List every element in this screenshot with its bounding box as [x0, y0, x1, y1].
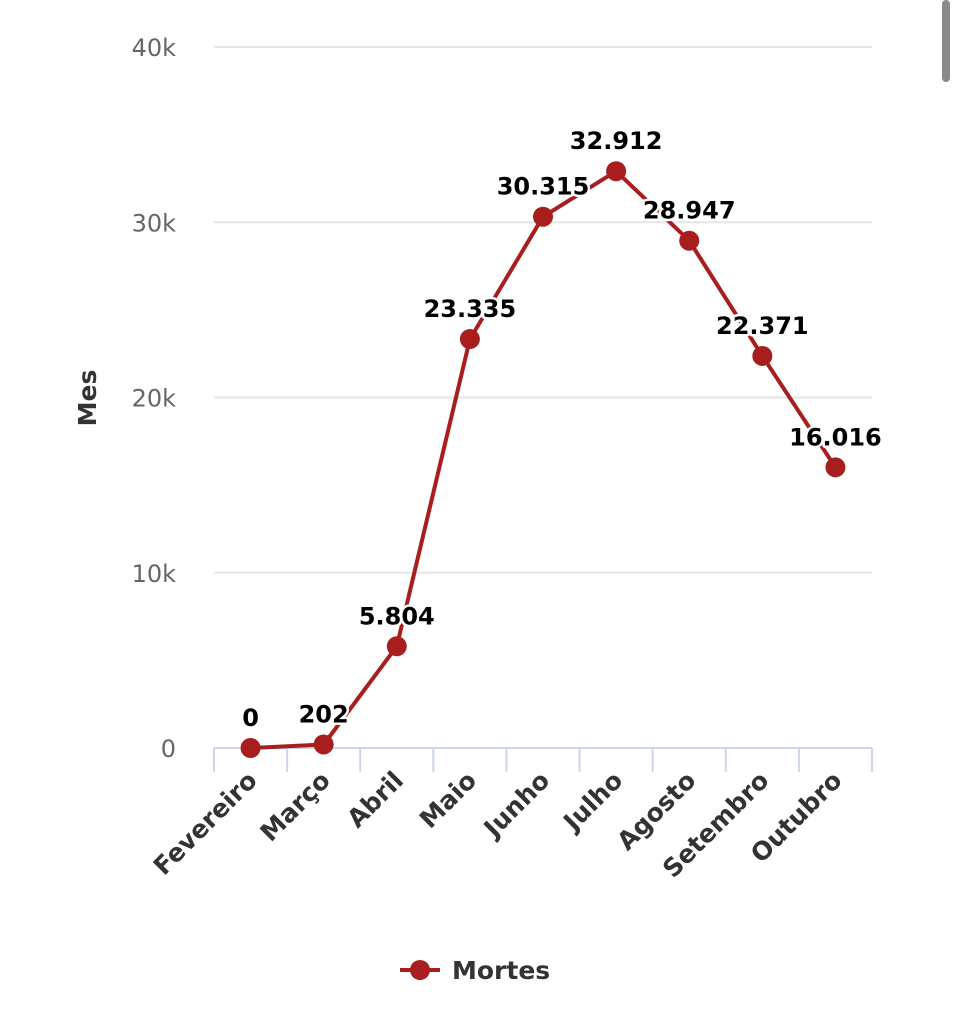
data-point[interactable]: [825, 457, 846, 478]
data-label: 32.912: [570, 127, 663, 155]
data-label: 5.804: [359, 602, 435, 630]
legend-label-mortes: Mortes: [452, 956, 550, 985]
scrollbar-thumb[interactable]: [942, 0, 950, 82]
x-tick-label: Julho: [556, 766, 628, 838]
grid-lines: [214, 46, 872, 574]
series-line-mortes: [248, 169, 838, 750]
data-point[interactable]: [606, 161, 627, 182]
data-label: 23.335: [424, 295, 517, 323]
data-label: 16.016: [789, 423, 882, 451]
data-point[interactable]: [752, 345, 773, 366]
data-point[interactable]: [240, 738, 261, 758]
data-point[interactable]: [313, 734, 334, 755]
data-point[interactable]: [386, 636, 407, 657]
x-tick-label: Maio: [414, 766, 482, 834]
y-tick-label: 30k: [132, 209, 177, 237]
data-labels: 0 202 5.804 23.335 30.315 32.912 28.947 22.371 1…: [240, 125, 885, 735]
data-label: 0: [242, 704, 259, 732]
x-tick-label: Junho: [477, 766, 555, 844]
data-label: 30.315: [497, 173, 590, 201]
x-tick-label: Fevereiro: [148, 766, 263, 881]
y-tick-label: 20k: [132, 385, 177, 413]
legend[interactable]: Mortes: [400, 956, 550, 985]
data-point[interactable]: [679, 230, 700, 251]
series-mortes[interactable]: [240, 161, 846, 758]
legend-symbol-marker: [410, 960, 430, 980]
data-point[interactable]: [459, 329, 480, 350]
data-label: 22.371: [716, 312, 809, 340]
y-tick-label: 10k: [132, 560, 177, 588]
data-point[interactable]: [533, 206, 553, 227]
data-label: 202: [299, 700, 349, 728]
data-label: 28.947: [643, 197, 736, 225]
y-tick-label: 0: [161, 735, 176, 763]
x-tick-label: Março: [255, 766, 336, 847]
y-tick-label: 40k: [132, 34, 177, 62]
y-axis-tick-labels: 0 10k 20k 30k 40k: [132, 34, 177, 763]
x-tick-label: Abril: [341, 766, 409, 834]
y-axis-title: Mes: [73, 370, 102, 427]
